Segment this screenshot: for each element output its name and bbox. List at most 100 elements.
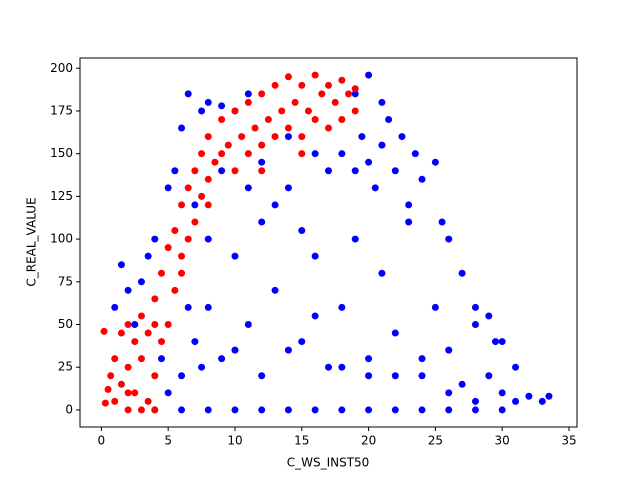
point bbox=[351, 167, 359, 175]
point bbox=[104, 385, 112, 393]
point bbox=[101, 399, 109, 407]
point bbox=[311, 406, 319, 414]
point bbox=[298, 338, 306, 346]
point bbox=[284, 346, 292, 354]
point bbox=[512, 397, 520, 405]
point bbox=[124, 321, 132, 328]
point bbox=[498, 406, 506, 414]
point bbox=[191, 167, 199, 175]
point bbox=[231, 167, 239, 175]
point bbox=[391, 372, 399, 380]
point bbox=[445, 389, 453, 397]
point bbox=[211, 158, 219, 166]
point bbox=[258, 372, 266, 380]
point bbox=[100, 327, 108, 335]
point bbox=[171, 286, 179, 294]
y-tick-label: 50 bbox=[58, 317, 73, 331]
point bbox=[244, 184, 252, 192]
point bbox=[351, 107, 359, 115]
point bbox=[157, 355, 165, 363]
point bbox=[325, 81, 332, 89]
point bbox=[338, 363, 346, 371]
point bbox=[151, 406, 159, 414]
x-tick-label: 15 bbox=[294, 434, 309, 448]
point bbox=[111, 355, 119, 363]
point bbox=[178, 124, 186, 132]
point bbox=[471, 321, 479, 328]
point bbox=[157, 269, 165, 277]
point bbox=[204, 303, 212, 311]
point bbox=[184, 235, 192, 243]
point bbox=[231, 252, 239, 260]
point bbox=[271, 133, 279, 141]
point bbox=[271, 201, 279, 209]
point bbox=[258, 406, 266, 414]
point bbox=[398, 133, 406, 141]
point bbox=[178, 269, 186, 277]
point bbox=[378, 98, 386, 106]
point bbox=[258, 218, 266, 226]
point bbox=[124, 363, 132, 371]
point bbox=[164, 389, 172, 397]
point bbox=[218, 116, 226, 123]
point bbox=[191, 201, 199, 209]
point bbox=[178, 201, 186, 209]
point bbox=[385, 116, 393, 123]
point bbox=[338, 150, 346, 158]
point bbox=[178, 406, 186, 414]
point bbox=[418, 175, 426, 183]
y-tick-label: 175 bbox=[50, 103, 73, 117]
x-tick-label: 30 bbox=[495, 434, 510, 448]
y-tick-label: 200 bbox=[50, 61, 73, 75]
point bbox=[345, 90, 353, 98]
point bbox=[471, 303, 479, 311]
point bbox=[164, 184, 172, 192]
point bbox=[311, 71, 319, 79]
point bbox=[171, 167, 179, 175]
point bbox=[218, 167, 226, 175]
y-tick-label: 0 bbox=[65, 402, 73, 416]
point bbox=[391, 167, 399, 175]
point bbox=[284, 406, 292, 414]
point bbox=[338, 406, 346, 414]
point bbox=[131, 338, 139, 346]
point bbox=[107, 372, 115, 380]
point bbox=[244, 150, 252, 158]
point bbox=[144, 397, 152, 405]
point bbox=[411, 150, 419, 158]
point bbox=[311, 252, 319, 260]
point bbox=[204, 235, 212, 243]
point bbox=[131, 389, 139, 397]
y-tick-label: 150 bbox=[50, 146, 73, 160]
point bbox=[525, 392, 533, 400]
point bbox=[498, 389, 506, 397]
point bbox=[338, 76, 346, 84]
point bbox=[218, 355, 226, 363]
point bbox=[198, 192, 206, 200]
point bbox=[171, 227, 179, 235]
point bbox=[304, 107, 312, 115]
point bbox=[512, 363, 520, 371]
point bbox=[351, 90, 359, 98]
point bbox=[365, 355, 373, 363]
point bbox=[405, 201, 413, 209]
point bbox=[485, 312, 493, 320]
point bbox=[258, 158, 266, 166]
point bbox=[117, 380, 125, 388]
point bbox=[538, 397, 546, 405]
point bbox=[418, 406, 426, 414]
point bbox=[198, 150, 206, 158]
y-axis-label: C_REAL_VALUE bbox=[25, 197, 39, 286]
point bbox=[258, 141, 266, 149]
point bbox=[198, 107, 206, 115]
point bbox=[284, 73, 292, 81]
point bbox=[191, 218, 199, 226]
point bbox=[184, 303, 192, 311]
point bbox=[178, 372, 186, 380]
point bbox=[124, 406, 132, 414]
point bbox=[111, 397, 119, 405]
point bbox=[471, 406, 479, 414]
point bbox=[124, 286, 132, 294]
point bbox=[351, 85, 359, 93]
x-tick-label: 0 bbox=[98, 434, 106, 448]
